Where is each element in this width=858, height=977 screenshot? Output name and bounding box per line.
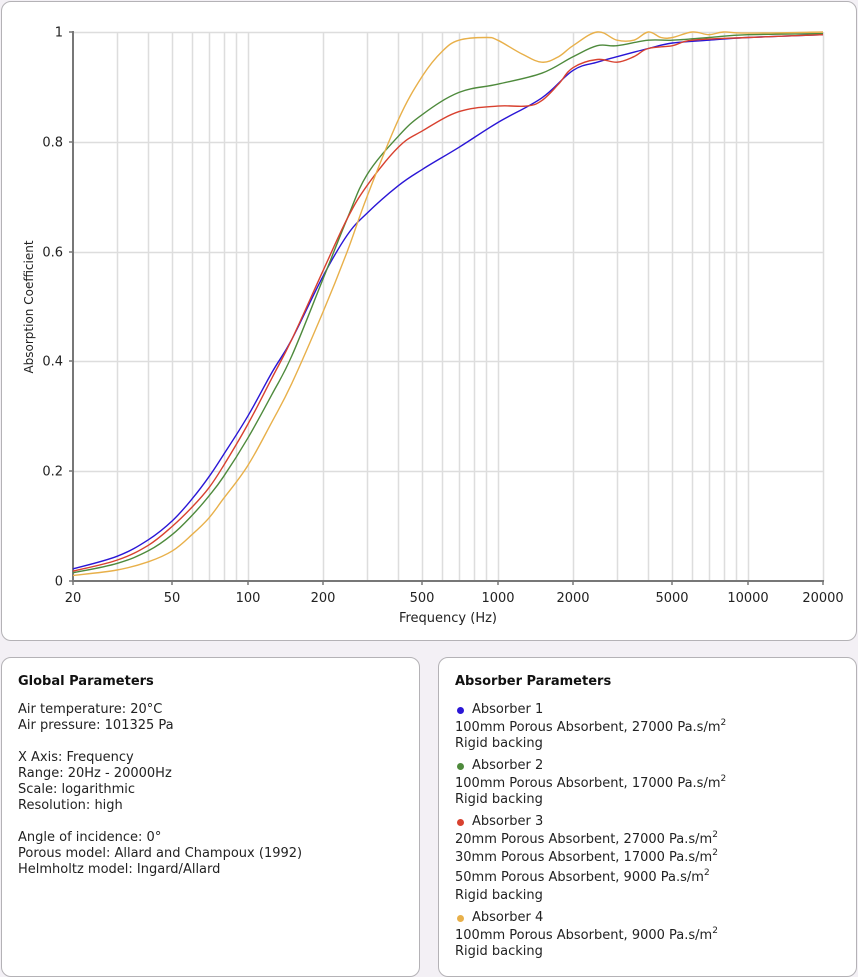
y-tick-label: 0.6 [42, 246, 63, 261]
x-tick-label: 2000 [556, 591, 589, 606]
absorber-layer: 100mm Porous Absorbent, 27000 Pa.s/m2 [455, 718, 727, 736]
global-parameters-panel: Global Parameters Air temperature: 20°C … [1, 657, 420, 977]
x-tick-label: 5000 [655, 591, 688, 606]
x-tick-label: 50 [164, 591, 181, 606]
absorber-backing: Rigid backing [455, 888, 543, 903]
unit-exponent: 2 [712, 926, 718, 936]
series-line-absorber-2 [72, 32, 824, 574]
grid [73, 31, 825, 581]
absorber-heading: Absorber 4 [455, 910, 726, 926]
absorber-name: Absorber 3 [472, 814, 544, 829]
series-lines [72, 31, 824, 577]
y-tick-label: 0 [55, 575, 63, 590]
absorber-layer: 30mm Porous Absorbent, 17000 Pa.s/m2 [455, 848, 718, 866]
series-line-absorber-3 [72, 34, 824, 572]
tick-labels: 0 0.2 0.4 0.6 0.8 1 20 50 100 200 500 1000 2000 5000 1… [42, 26, 843, 607]
absorber-entry: Absorber 1 100mm Porous Absorbent, 27000 … [455, 702, 726, 752]
legend-dot-icon [457, 706, 464, 714]
legend-dot-icon [457, 818, 464, 826]
absorber-name: Absorber 4 [472, 910, 544, 925]
y-axis-label: Absorption Coefficient [22, 240, 36, 373]
absorber-entry: Absorber 3 20mm Porous Absorbent, 27000 P… [455, 814, 726, 904]
absorber-heading: Absorber 3 [455, 814, 726, 830]
absorber-name: Absorber 2 [472, 758, 544, 773]
x-tick-label: 500 [410, 591, 435, 606]
helmholtz-model: Helmholtz model: Ingard/Allard [18, 862, 221, 877]
porous-model: Porous model: Allard and Champoux (1992) [18, 846, 303, 861]
absorber-list: Absorber 1 100mm Porous Absorbent, 27000 … [455, 702, 726, 966]
global-parameters-list: Air temperature: 20°C Air pressure: 1013… [18, 702, 302, 878]
axes [69, 31, 824, 585]
x-tick-label: 20 [65, 591, 82, 606]
legend-dot-icon [457, 914, 464, 922]
unit-exponent: 2 [712, 848, 718, 858]
air-pressure: Air pressure: 101325 Pa [18, 718, 174, 733]
x-tick-label: 20000 [802, 591, 843, 606]
unit-exponent: 2 [703, 868, 710, 878]
y-tick-label: 0.4 [42, 355, 63, 370]
global-parameters-title: Global Parameters [18, 674, 154, 689]
absorber-layer: 50mm Porous Absorbent, 9000 Pa.s/m2 [455, 868, 710, 886]
absorber-backing: Rigid backing [455, 736, 543, 751]
angle-of-incidence: Angle of incidence: 0° [18, 830, 162, 845]
unit-exponent: 2 [720, 718, 727, 728]
absorber-entry: Absorber 4 100mm Porous Absorbent, 9000 P… [455, 910, 726, 960]
absorption-chart: 0 0.2 0.4 0.6 0.8 1 20 50 100 200 500 1000 2000 5000 1… [22, 26, 844, 627]
y-tick-label: 0.8 [42, 136, 63, 151]
absorber-backing: Rigid backing [455, 792, 543, 807]
scale-param: Scale: logarithmic [18, 782, 135, 797]
x-tick-label: 100 [236, 591, 261, 606]
absorber-layer: 100mm Porous Absorbent, 17000 Pa.s/m2 [455, 774, 727, 792]
x-tick-label: 1000 [481, 591, 514, 606]
x-axis-label: Frequency (Hz) [399, 611, 497, 626]
absorber-parameters-panel: Absorber Parameters Absorber 1 100mm Poro… [438, 657, 857, 977]
absorber-entry: Absorber 2 100mm Porous Absorbent, 17000 … [455, 758, 726, 808]
series-line-absorber-4 [72, 31, 824, 577]
unit-exponent: 2 [712, 830, 718, 840]
chart-panel: 0 0.2 0.4 0.6 0.8 1 20 50 100 200 500 1000 2000 5000 1… [1, 1, 857, 641]
unit-exponent: 2 [720, 774, 727, 784]
legend-dot-icon [457, 762, 464, 770]
resolution-param: Resolution: high [18, 798, 123, 813]
absorber-backing: Rigid backing [455, 944, 543, 959]
absorber-parameters-title: Absorber Parameters [455, 674, 612, 689]
x-tick-label: 200 [311, 591, 336, 606]
absorber-name: Absorber 1 [472, 702, 544, 717]
y-tick-label: 1 [55, 26, 63, 41]
x-tick-label: 10000 [727, 591, 768, 606]
series-line-absorber-1 [72, 34, 824, 570]
absorber-heading: Absorber 1 [455, 702, 726, 718]
y-tick-label: 0.2 [42, 465, 63, 480]
absorber-heading: Absorber 2 [455, 758, 726, 774]
absorber-layer: 100mm Porous Absorbent, 9000 Pa.s/m2 [455, 926, 718, 944]
air-temperature: Air temperature: 20°C [18, 702, 163, 717]
absorber-layer: 20mm Porous Absorbent, 27000 Pa.s/m2 [455, 830, 718, 848]
x-axis-param: X Axis: Frequency [18, 750, 134, 765]
range-param: Range: 20Hz - 20000Hz [18, 766, 172, 781]
